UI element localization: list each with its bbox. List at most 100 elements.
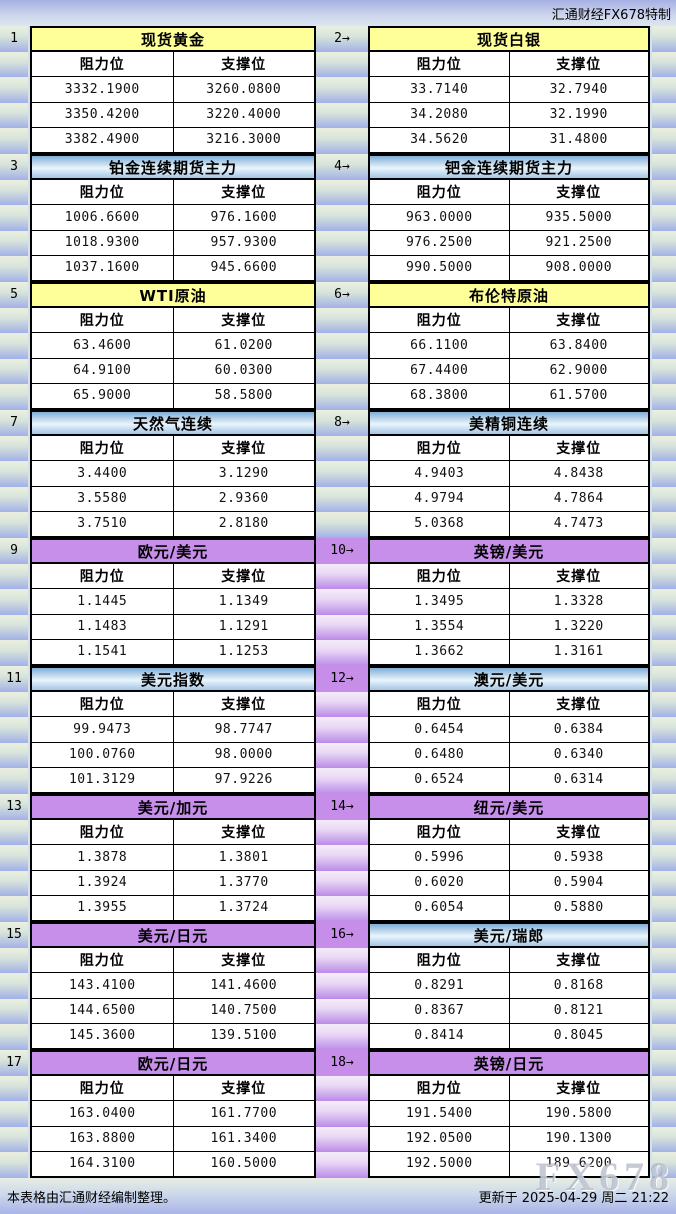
col-header-resistance: 阻力位	[32, 180, 174, 205]
value-row: 0.5996 0.5938	[370, 845, 648, 871]
top-bar: 汇通财经FX678特制	[0, 0, 676, 26]
band-cell	[316, 205, 368, 231]
col-header-support: 支撑位	[221, 441, 267, 458]
col-header-support: 支撑位	[556, 185, 602, 202]
support-value: 0.5938	[553, 849, 604, 865]
resistance-value: 0.6454	[370, 717, 510, 742]
panel-title: 钯金连续期货主力	[368, 154, 650, 180]
col-header-support: 支撑位	[221, 57, 267, 74]
value-row: 3382.4900 3216.3000	[32, 127, 314, 152]
value-row: 1.1483 1.1291	[32, 614, 314, 640]
value-row: 0.6020 0.5904	[370, 870, 648, 896]
panel-body: 阻力位 支撑位 963.0000 935.5000 976.2500 921.2500…	[368, 180, 650, 282]
band-cell	[316, 896, 368, 922]
right-edge-column	[652, 794, 676, 922]
resistance-value: 67.4400	[370, 358, 510, 383]
resistance-value: 0.6480	[370, 742, 510, 767]
support-value: 63.8400	[549, 337, 608, 353]
col-header-resistance: 阻力位	[370, 692, 510, 717]
support-value: 4.8438	[553, 465, 604, 481]
col-header-resistance: 阻力位	[370, 52, 510, 77]
resistance-value: 990.5000	[370, 255, 510, 280]
col-header-resistance: 阻力位	[370, 564, 510, 589]
panel-pair-row: 9 欧元/美元 阻力位 支撑位 1.1445 1.1349 1.1483 1.1291…	[0, 538, 676, 666]
panel-header-row: 阻力位 支撑位	[370, 436, 648, 462]
support-value: 98.0000	[214, 747, 273, 763]
value-row: 4.9403 4.8438	[370, 461, 648, 487]
band-cell: 9	[0, 538, 28, 564]
band-cell: 10→	[316, 538, 368, 564]
support-value: 0.5880	[553, 900, 604, 916]
col-header-resistance: 阻力位	[370, 436, 510, 461]
row-number-column: 7	[0, 410, 28, 538]
resistance-value: 145.3600	[32, 1023, 174, 1048]
center-gutter: 6→	[316, 282, 368, 410]
band-cell	[0, 742, 28, 769]
value-row: 191.5400 190.5800	[370, 1101, 648, 1127]
resistance-value: 0.6054	[370, 895, 510, 920]
row-number-label: 11	[6, 671, 22, 687]
band-cell: 16→	[316, 922, 368, 948]
center-gutter: 18→	[316, 1050, 368, 1178]
center-gutter: 12→	[316, 666, 368, 794]
resistance-value: 144.6500	[32, 998, 174, 1023]
value-row: 4.9794 4.7864	[370, 486, 648, 512]
instrument-panel: 钯金连续期货主力 阻力位 支撑位 963.0000 935.5000 976.250…	[368, 154, 650, 282]
support-value: 3.1290	[218, 465, 269, 481]
value-row: 145.3600 139.5100	[32, 1023, 314, 1048]
resistance-value: 100.0760	[32, 742, 174, 767]
support-value: 0.8121	[553, 1003, 604, 1019]
panel-title: 英镑/美元	[368, 538, 650, 564]
value-row: 1.1445 1.1349	[32, 589, 314, 615]
value-row: 99.9473 98.7747	[32, 717, 314, 743]
band-cell	[652, 614, 676, 641]
band-cell	[0, 1152, 28, 1178]
col-header-support: 支撑位	[556, 1081, 602, 1098]
panel-title: 天然气连续	[30, 410, 316, 436]
col-header-resistance: 阻力位	[32, 1076, 174, 1101]
band-cell	[652, 922, 676, 948]
support-value: 190.1300	[545, 1131, 613, 1147]
band-cell	[652, 717, 676, 743]
band-cell	[652, 77, 676, 103]
row-number-column: 3	[0, 154, 28, 282]
band-cell	[652, 358, 676, 385]
panel-pair-row: 3 铂金连续期货主力 阻力位 支撑位 1006.6600 976.1600 1018…	[0, 154, 676, 282]
band-cell	[316, 640, 368, 666]
instrument-panel: 美元/日元 阻力位 支撑位 143.4100 141.4600 144.6500 14…	[30, 922, 316, 1050]
band-cell	[316, 819, 368, 846]
band-cell	[652, 794, 676, 820]
value-row: 1.3495 1.3328	[370, 589, 648, 615]
support-value: 61.0200	[214, 337, 273, 353]
panel-header-row: 阻力位 支撑位	[370, 692, 648, 718]
panel-header-row: 阻力位 支撑位	[370, 820, 648, 846]
instrument-panel: 欧元/日元 阻力位 支撑位 163.0400 161.7700 163.8800 16…	[30, 1050, 316, 1178]
center-gutter: 2→	[316, 26, 368, 154]
resistance-value: 1.1541	[32, 639, 174, 664]
band-cell	[0, 77, 28, 103]
band-cell	[0, 1024, 28, 1050]
band-cell	[652, 486, 676, 513]
panel-header-row: 阻力位 支撑位	[370, 1076, 648, 1102]
band-cell: 6→	[316, 282, 368, 308]
center-gutter: 8→	[316, 410, 368, 538]
band-cell	[652, 538, 676, 564]
band-cell: 4→	[316, 154, 368, 180]
col-header-support: 支撑位	[221, 569, 267, 586]
band-cell	[652, 512, 676, 538]
support-value: 61.5700	[549, 388, 608, 404]
panel-header-row: 阻力位 支撑位	[370, 948, 648, 974]
band-cell	[316, 256, 368, 282]
support-value: 0.6314	[553, 772, 604, 788]
panel-pair-row: 11 美元指数 阻力位 支撑位 99.9473 98.7747 100.0760 98…	[0, 666, 676, 794]
support-value: 4.7864	[553, 491, 604, 507]
row-number-column: 17	[0, 1050, 28, 1178]
value-row: 1.1541 1.1253	[32, 639, 314, 664]
right-edge-column	[652, 922, 676, 1050]
panel-pair-row: 7 天然气连续 阻力位 支撑位 3.4400 3.1290 3.5580 2.9360…	[0, 410, 676, 538]
support-value: 3216.3000	[206, 132, 282, 148]
value-row: 67.4400 62.9000	[370, 358, 648, 384]
band-cell	[316, 486, 368, 513]
band-cell	[316, 998, 368, 1025]
band-cell	[316, 384, 368, 410]
